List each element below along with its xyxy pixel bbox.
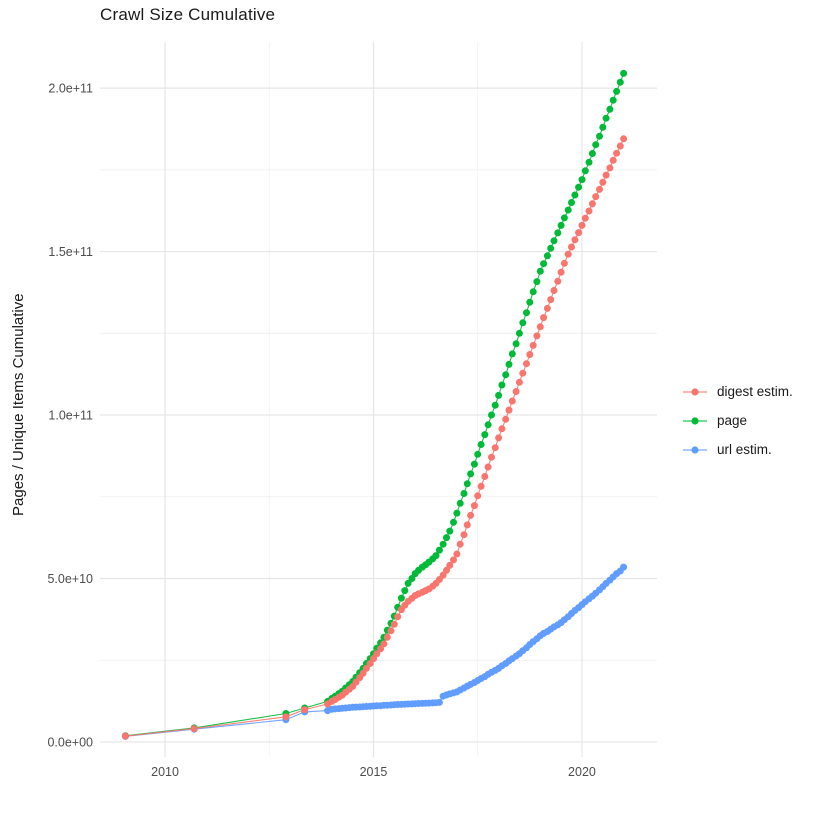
grid-minor (100, 42, 657, 757)
legend-item-url-estim: url estim. (682, 435, 793, 464)
y-tick-label: 0.0e+00 (47, 735, 93, 749)
legend-label: digest estim. (717, 384, 793, 399)
chart-title: Crawl Size Cumulative (100, 5, 276, 24)
legend-label: url estim. (717, 442, 772, 457)
legend-key-icon (683, 445, 707, 454)
axis-tick-labels: 0.0e+00 5.0e+10 1.0e+11 1.5e+11 2.0e+11 2010 2… (47, 82, 595, 779)
series-points-url-estim (121, 563, 628, 740)
x-tick-label: 2010 (151, 765, 179, 779)
y-tick-label: 5.0e+10 (47, 572, 93, 586)
x-tick-label: 2020 (568, 765, 596, 779)
y-tick-label: 2.0e+11 (48, 82, 93, 96)
legend-item-page: page (682, 406, 793, 435)
series-points-digest-estim (121, 135, 628, 740)
legend-label: page (717, 413, 748, 428)
grid-major (100, 42, 657, 757)
y-tick-label: 1.5e+11 (48, 245, 93, 259)
legend-key-icon (683, 416, 707, 425)
series-points-page (121, 69, 628, 740)
legend-item-digest-estim: digest estim. (682, 377, 793, 406)
y-axis-title: Pages / Unique Items Cumulative (10, 293, 27, 516)
x-tick-label: 2015 (360, 765, 388, 779)
y-tick-label: 1.0e+11 (48, 409, 93, 423)
legend-key-icon (683, 387, 707, 396)
legend: digest estim. page url estim. (682, 377, 793, 464)
series-line-page (125, 73, 625, 737)
